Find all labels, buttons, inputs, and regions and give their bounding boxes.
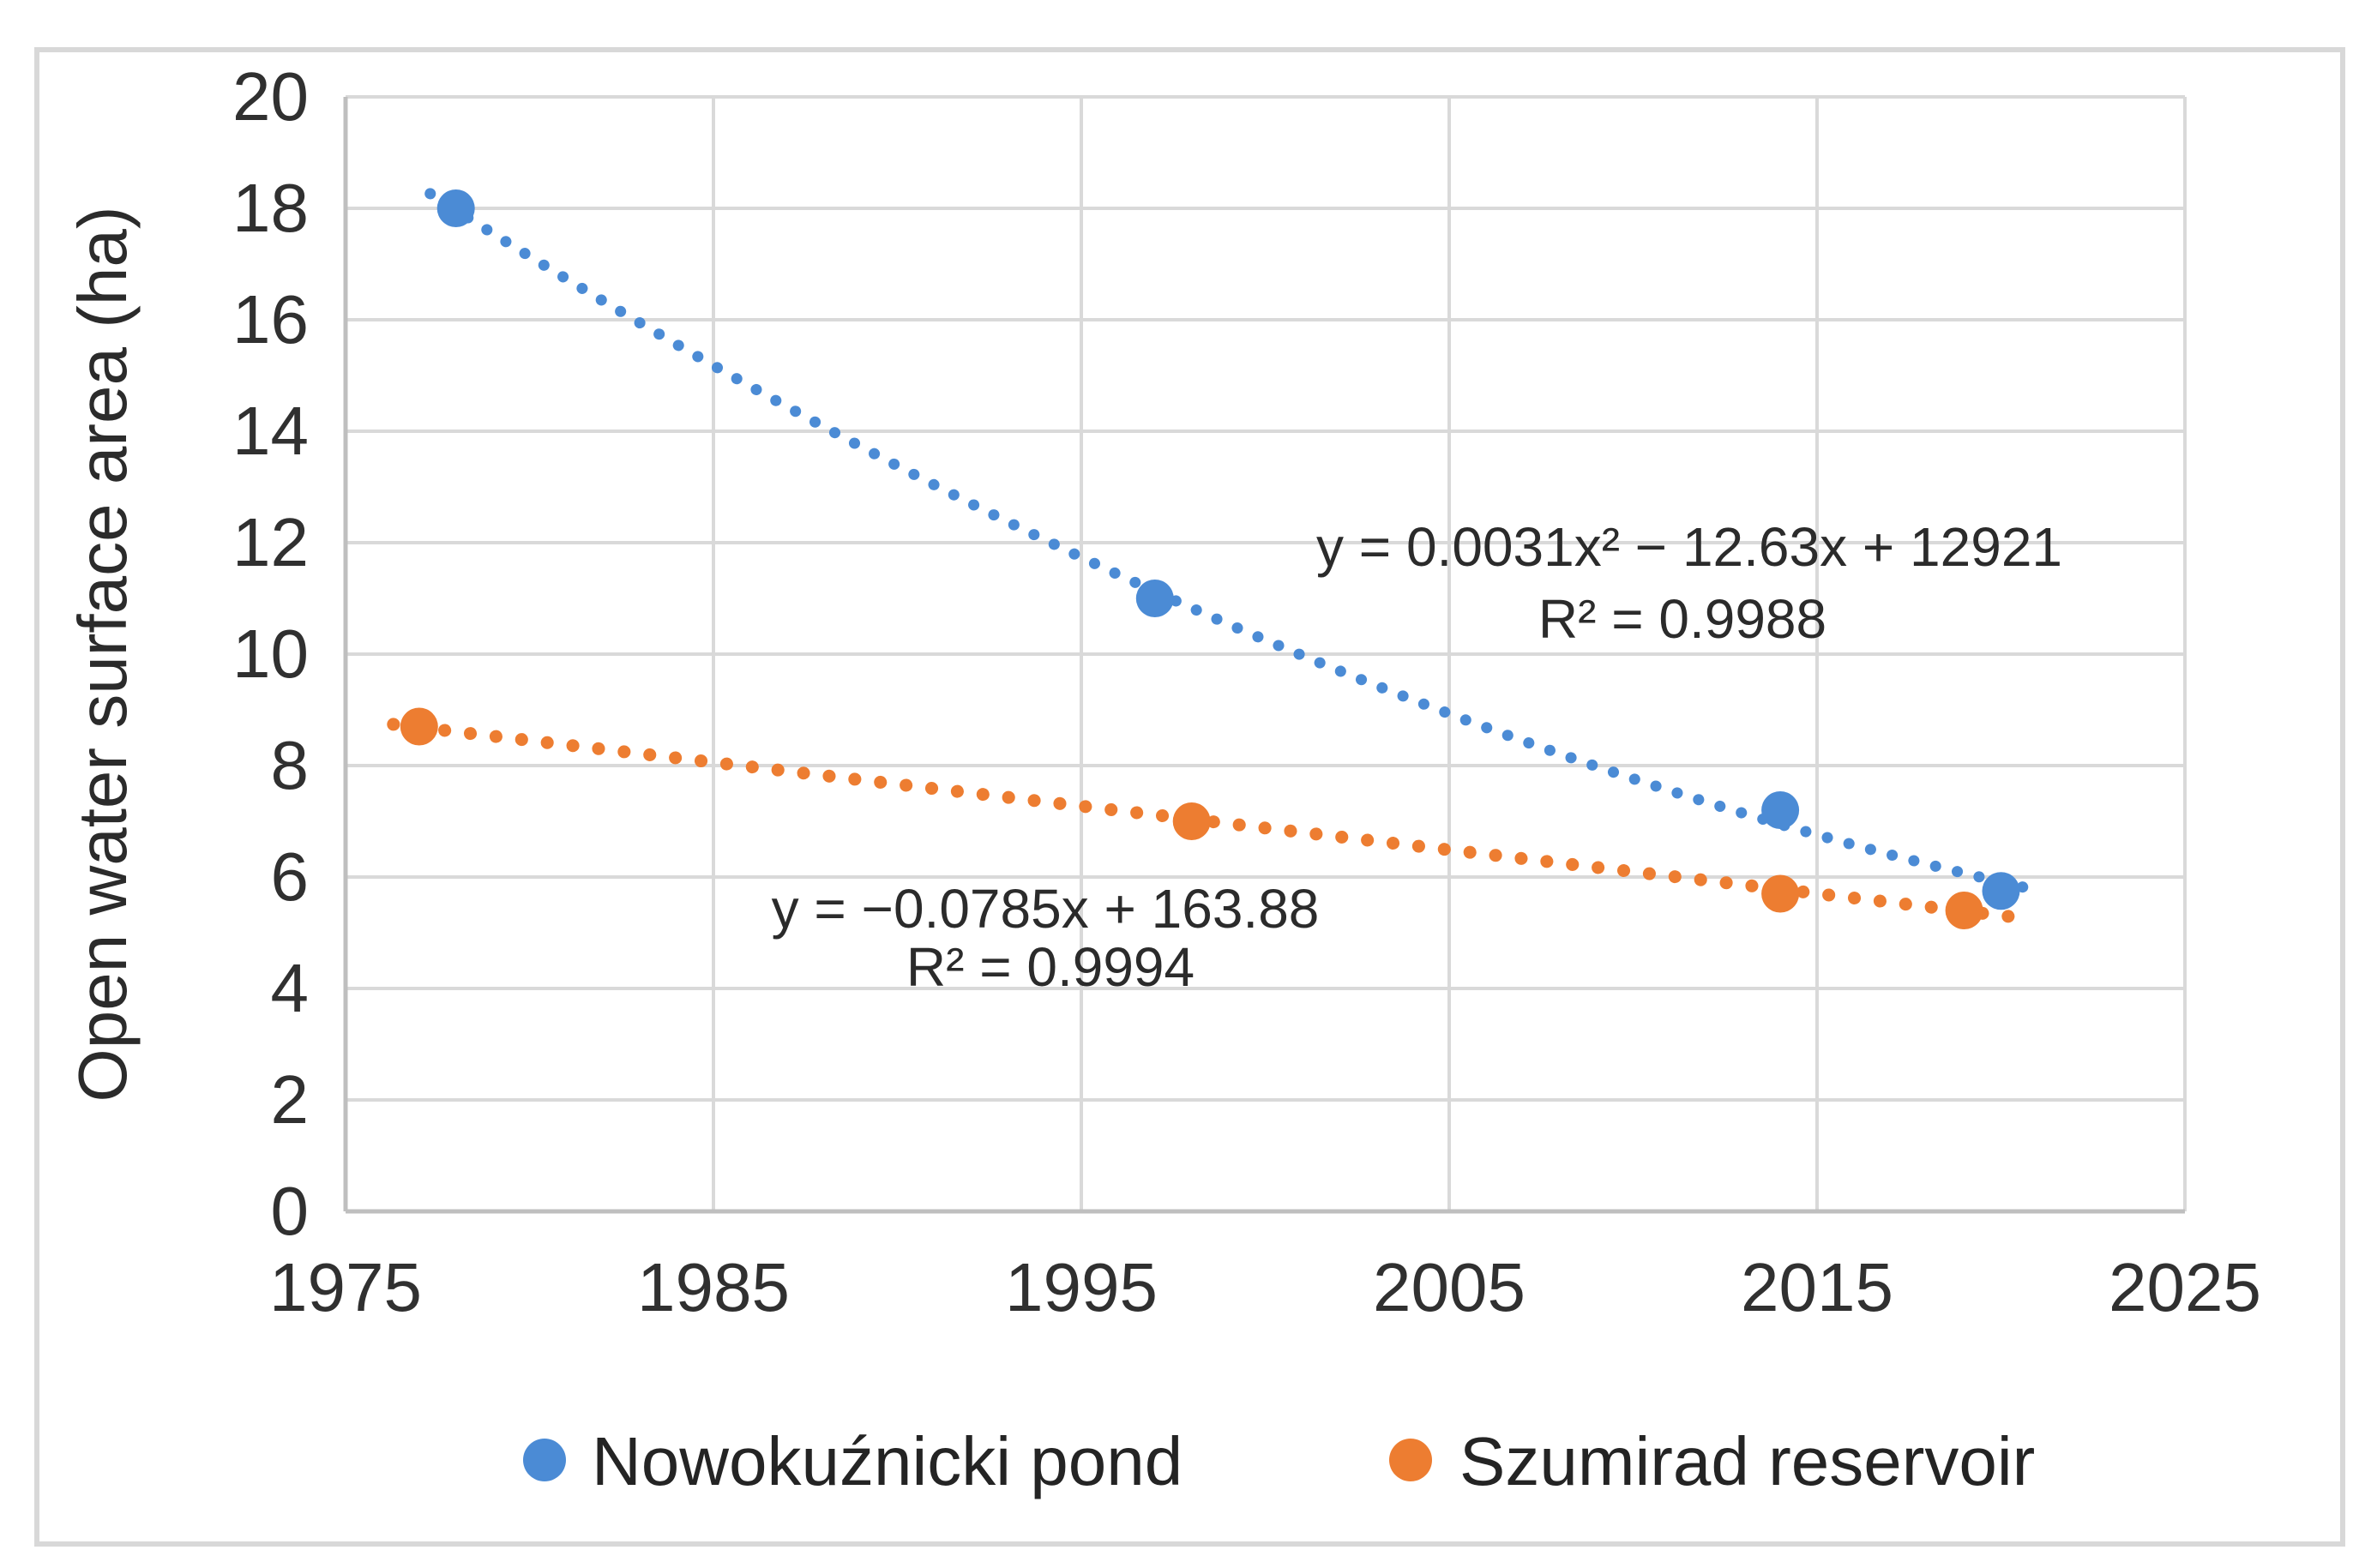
x-tick-label: 1985 — [637, 1249, 790, 1325]
data-point-szumirad — [400, 707, 438, 746]
data-point-szumirad — [1945, 892, 1983, 929]
x-tick-label: 2025 — [2109, 1249, 2261, 1325]
data-point-nowokuznicki — [1982, 872, 2020, 910]
x-tick-label: 1995 — [1005, 1249, 1158, 1325]
data-point-nowokuznicki — [436, 189, 475, 227]
trendline-equation-nowokuznicki: y = 0.0031x² − 12.63x + 12921 — [1316, 516, 2062, 578]
data-point-nowokuznicki — [1135, 580, 1174, 617]
trendline-r-squared-szumirad: R² = 0.9994 — [906, 936, 1195, 998]
figure-border — [34, 47, 2345, 1547]
y-tick-label: 20 — [232, 58, 309, 135]
x-tick-label: 2015 — [1741, 1249, 1893, 1325]
x-tick-label: 2005 — [1373, 1249, 1526, 1325]
y-tick-label: 18 — [232, 170, 309, 246]
y-tick-label: 0 — [270, 1173, 310, 1249]
y-tick-label: 14 — [232, 393, 309, 469]
legend-label-szumirad: Szumirad reservoir — [1459, 1423, 2036, 1499]
data-point-nowokuznicki — [1761, 791, 1800, 829]
x-tick-label: 1975 — [269, 1249, 422, 1325]
trendline-nowokuznicki — [424, 188, 2037, 895]
trendline-r-squared-nowokuznicki: R² = 0.9988 — [1538, 588, 1827, 650]
data-point-szumirad — [1172, 802, 1211, 840]
data-point-szumirad — [1761, 874, 1800, 913]
y-tick-label: 2 — [270, 1061, 310, 1138]
y-tick-label: 16 — [232, 281, 309, 357]
y-tick-label: 10 — [232, 616, 309, 692]
y-tick-label: 6 — [270, 838, 310, 915]
legend-label-nowokuznicki: Nowokuźnicki pond — [592, 1423, 1183, 1499]
legend-marker-szumirad — [1389, 1439, 1432, 1481]
trendline-equation-szumirad: y = −0.0785x + 163.88 — [771, 878, 1320, 940]
y-tick-label: 4 — [270, 950, 310, 1026]
y-tick-label: 12 — [232, 504, 309, 580]
legend-marker-nowokuznicki — [523, 1439, 566, 1481]
y-tick-label: 8 — [270, 727, 310, 803]
